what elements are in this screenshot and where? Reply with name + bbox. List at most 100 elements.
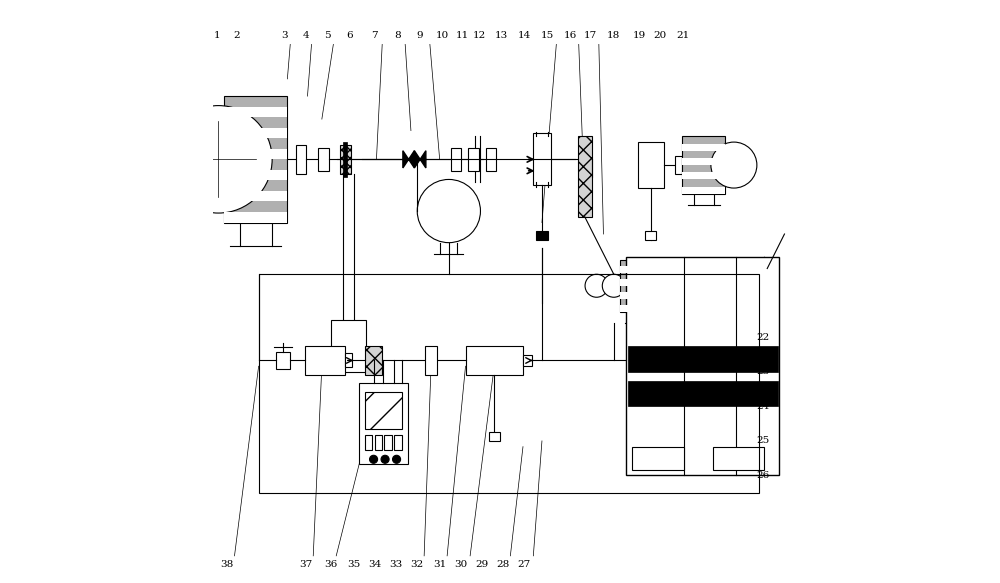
Text: 17: 17	[584, 31, 597, 40]
Text: 4: 4	[302, 31, 309, 40]
Text: 38: 38	[220, 560, 234, 569]
Bar	[682, 143, 725, 151]
Bar	[224, 212, 287, 223]
Text: 19: 19	[632, 31, 646, 40]
Bar	[638, 142, 664, 188]
Text: 25: 25	[757, 437, 770, 445]
Circle shape	[370, 455, 378, 463]
Bar	[628, 381, 778, 406]
Text: 35: 35	[347, 560, 360, 569]
Text: 14: 14	[518, 31, 531, 40]
Bar	[626, 257, 779, 475]
Bar	[318, 148, 329, 171]
Text: 32: 32	[410, 560, 423, 569]
Bar	[451, 148, 461, 171]
Bar	[359, 384, 408, 464]
Bar	[305, 346, 345, 375]
Bar	[296, 145, 306, 174]
Bar	[224, 107, 287, 117]
Bar	[365, 435, 372, 449]
Bar	[489, 432, 500, 441]
Bar	[224, 96, 287, 223]
Text: 24: 24	[757, 402, 770, 411]
Bar	[675, 156, 682, 174]
Bar	[375, 435, 382, 449]
Bar	[365, 392, 402, 430]
Bar	[343, 142, 347, 177]
Bar	[365, 346, 382, 375]
Bar	[331, 320, 366, 372]
Text: 9: 9	[416, 31, 423, 40]
Circle shape	[381, 455, 389, 463]
Text: 2: 2	[233, 31, 240, 40]
Text: 28: 28	[496, 560, 509, 569]
Bar	[340, 145, 351, 174]
Bar	[486, 148, 496, 171]
Bar	[259, 274, 759, 493]
Bar	[523, 354, 532, 366]
Bar	[224, 191, 287, 202]
Text: 10: 10	[436, 31, 449, 40]
Text: 37: 37	[299, 560, 312, 569]
Circle shape	[393, 455, 401, 463]
Bar	[276, 352, 290, 369]
Bar	[682, 158, 725, 165]
Circle shape	[711, 142, 757, 188]
Text: 18: 18	[607, 31, 620, 40]
Bar	[224, 170, 287, 180]
Polygon shape	[414, 151, 426, 168]
Polygon shape	[403, 151, 414, 168]
Text: 30: 30	[454, 560, 468, 569]
Bar	[536, 231, 548, 240]
Text: 5: 5	[324, 31, 331, 40]
Text: 15: 15	[540, 31, 554, 40]
Bar	[632, 447, 684, 470]
Text: 36: 36	[324, 560, 337, 569]
Circle shape	[165, 106, 272, 213]
Bar	[645, 231, 656, 240]
Bar	[468, 148, 479, 171]
Circle shape	[602, 274, 625, 297]
Text: 8: 8	[394, 31, 401, 40]
Circle shape	[585, 274, 608, 297]
Text: 21: 21	[676, 31, 689, 40]
Bar	[620, 292, 657, 298]
Bar	[682, 136, 725, 194]
Text: 1: 1	[214, 31, 221, 40]
Text: 20: 20	[653, 31, 666, 40]
Bar	[533, 134, 551, 185]
Text: 11: 11	[456, 31, 469, 40]
Text: 33: 33	[389, 560, 402, 569]
Bar	[682, 172, 725, 180]
Bar	[620, 266, 657, 273]
Bar	[384, 435, 392, 449]
Text: 6: 6	[346, 31, 353, 40]
Text: 16: 16	[563, 31, 577, 40]
Bar	[394, 435, 402, 449]
Text: 26: 26	[757, 471, 770, 480]
Circle shape	[648, 269, 683, 303]
Bar	[345, 353, 352, 367]
Bar	[620, 279, 657, 286]
Text: 13: 13	[495, 31, 508, 40]
Text: 3: 3	[281, 31, 288, 40]
Text: 12: 12	[473, 31, 487, 40]
Bar	[620, 260, 657, 311]
Bar	[682, 187, 725, 194]
Bar	[224, 128, 287, 138]
Circle shape	[417, 180, 480, 243]
Text: 23: 23	[757, 367, 770, 377]
Text: 7: 7	[371, 31, 378, 40]
Text: 22: 22	[757, 333, 770, 342]
Bar	[425, 346, 437, 375]
Bar	[578, 136, 592, 217]
Text: 27: 27	[518, 560, 531, 569]
Bar	[713, 447, 764, 470]
Bar	[620, 305, 657, 311]
Text: 34: 34	[368, 560, 381, 569]
Text: 31: 31	[433, 560, 446, 569]
Bar	[628, 346, 778, 372]
Bar	[224, 149, 287, 159]
Bar	[466, 346, 523, 375]
Text: 29: 29	[475, 560, 488, 569]
